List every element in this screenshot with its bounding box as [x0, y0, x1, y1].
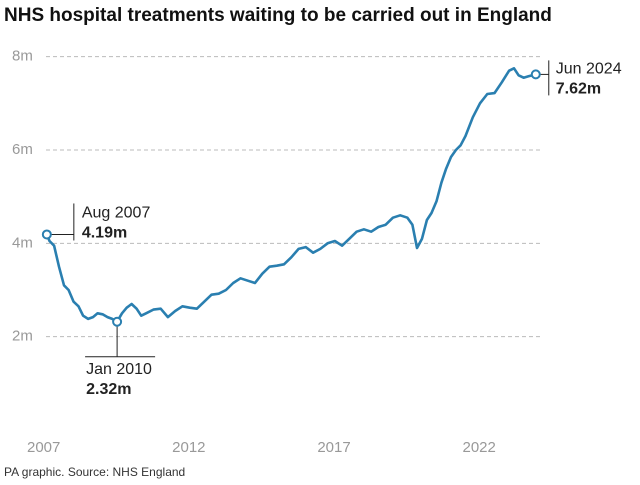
- x-tick-label: 2007: [27, 439, 60, 456]
- line: [45, 67, 537, 323]
- value-label: 7.62m: [556, 81, 601, 98]
- y-tick-label: 4m: [12, 234, 33, 251]
- chart-title: NHS hospital treatments waiting to be ca…: [4, 5, 552, 26]
- point-name: Jun 2024: [556, 61, 622, 78]
- x-tick-label: 2017: [317, 439, 350, 456]
- value-label: 2.32m: [86, 381, 131, 398]
- point-name: Jan 2010: [86, 361, 152, 378]
- x-tick-label: 2012: [172, 439, 205, 456]
- source: PA graphic. Source: NHS England: [4, 465, 185, 479]
- y-tick-label: 6m: [12, 141, 33, 158]
- y-tick-label: 2m: [12, 328, 33, 345]
- value-label: 4.19m: [82, 225, 127, 242]
- point-marker: [530, 69, 541, 80]
- point-name: Aug 2007: [82, 205, 151, 222]
- y-tick-label: 8m: [12, 48, 33, 65]
- x-tick-label: 2022: [463, 439, 496, 456]
- point-marker: [41, 229, 52, 240]
- point-marker: [112, 316, 123, 327]
